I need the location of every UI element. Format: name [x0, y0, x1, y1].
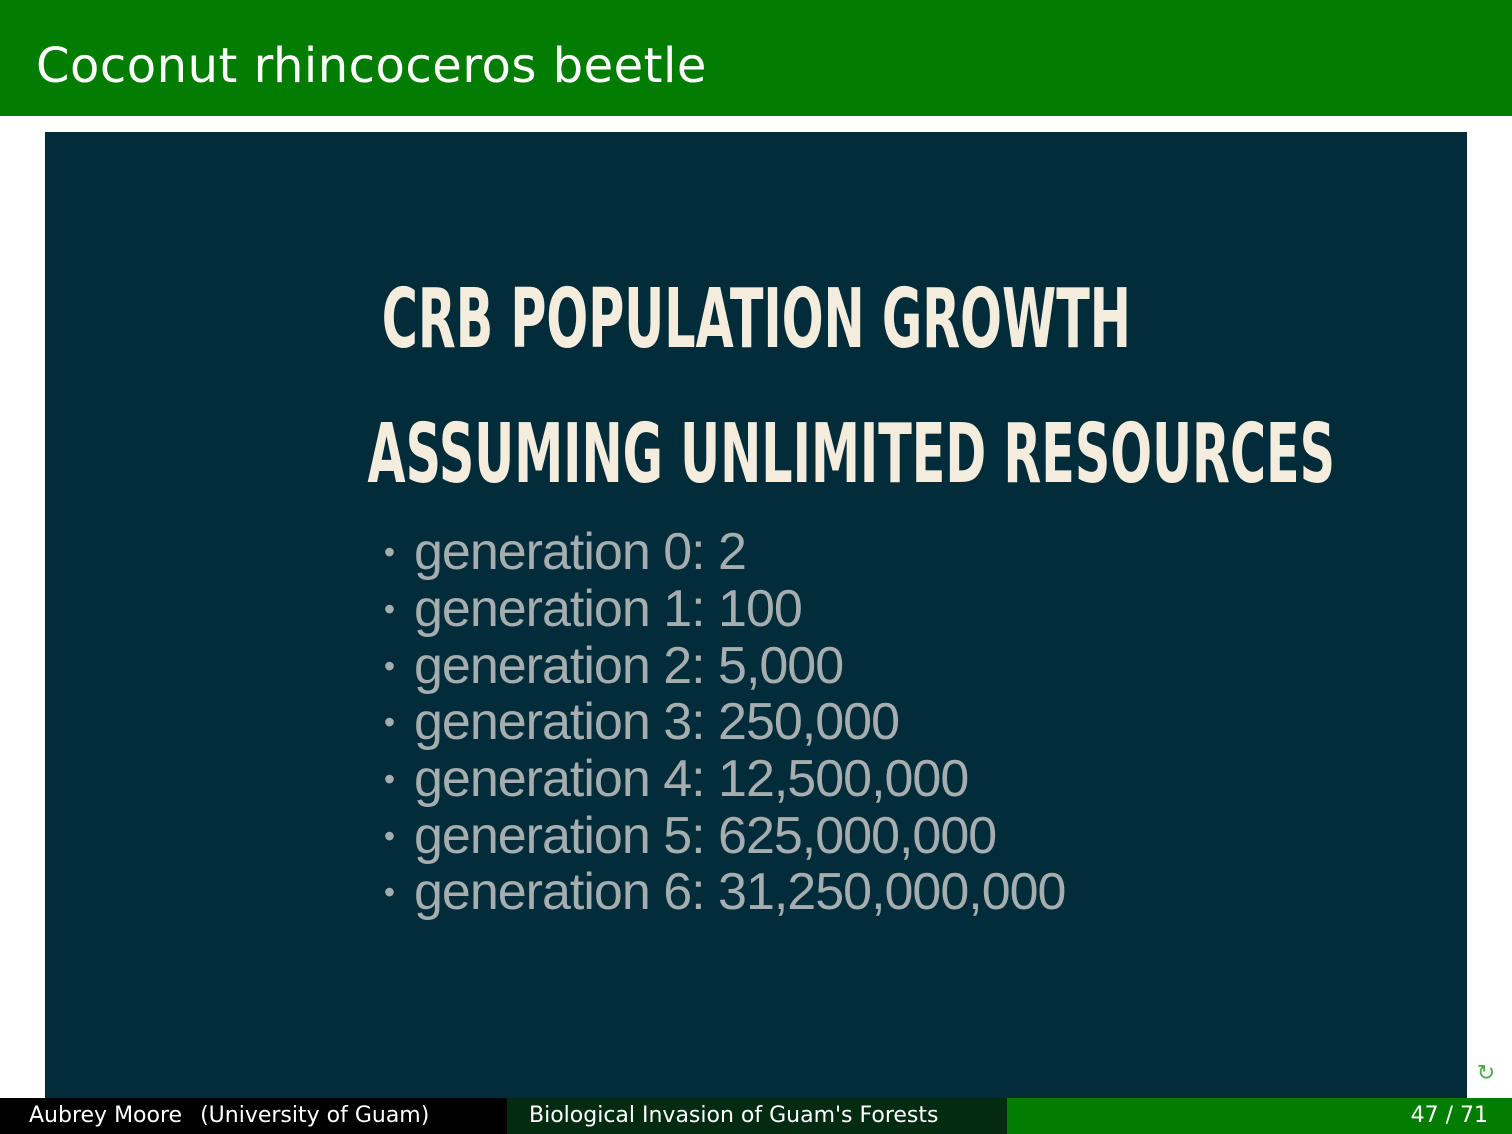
generation-list: • generation 0: 2 • generation 1: 100 • … — [365, 524, 1067, 922]
list-item-text: generation 2: 5,000 — [414, 636, 844, 695]
list-item-text: generation 4: 12,500,000 — [414, 750, 969, 809]
list-item: • generation 2: 5,000 — [365, 637, 1065, 694]
footer-talk-title: Biological Invasion of Guam's Forests — [507, 1098, 1007, 1134]
list-item-text: generation 1: 100 — [414, 580, 803, 639]
list-item: • generation 4: 12,500,000 — [365, 751, 1065, 808]
reload-icon[interactable]: ↻ — [1476, 1061, 1496, 1086]
list-item-text: generation 6: 31,250,000,000 — [414, 863, 1066, 922]
image-heading-line-2: ASSUMING UNLIMITED RESOURCES — [45, 405, 1467, 505]
bullet-icon: • — [383, 761, 396, 798]
list-item: • generation 6: 31,250,000,000 — [365, 863, 1067, 922]
slide-title: Coconut rhincoceros beetle — [36, 38, 707, 94]
image-heading-line-1-text: CRB POPULATION GROWTH — [381, 272, 1131, 367]
list-item: • generation 1: 100 — [365, 581, 1065, 638]
bullet-icon: • — [383, 647, 396, 684]
list-item: • generation 0: 2 — [365, 524, 1065, 581]
bullet-icon: • — [383, 591, 396, 628]
list-item: • generation 5: 625,000,000 — [365, 807, 1065, 864]
bullet-icon: • — [383, 874, 396, 911]
image-heading-line-1: CRB POPULATION GROWTH — [45, 270, 1467, 370]
footer-page-number: 47 / 71 — [1007, 1098, 1512, 1134]
bullet-icon: • — [383, 704, 396, 741]
list-item: • generation 3: 250,000 — [365, 694, 1065, 751]
image-heading-line-2-text: ASSUMING UNLIMITED RESOURCES — [367, 407, 1336, 502]
list-item-text: generation 0: 2 — [414, 523, 747, 582]
bullet-icon: • — [383, 534, 396, 571]
list-item-text: generation 5: 625,000,000 — [414, 806, 997, 865]
footer: Aubrey Moore (University of Guam) Biologi… — [0, 1098, 1512, 1134]
list-item-text: generation 3: 250,000 — [414, 693, 900, 752]
bullet-icon: • — [383, 817, 396, 854]
title-bar: Coconut rhincoceros beetle — [0, 0, 1512, 116]
footer-institute: (University of Guam) — [200, 1103, 430, 1128]
footer-author-block: Aubrey Moore (University of Guam) — [0, 1098, 507, 1134]
embedded-slide-image: CRB POPULATION GROWTH ASSUMING UNLIMITED… — [45, 132, 1467, 1098]
footer-author: Aubrey Moore — [29, 1103, 183, 1128]
